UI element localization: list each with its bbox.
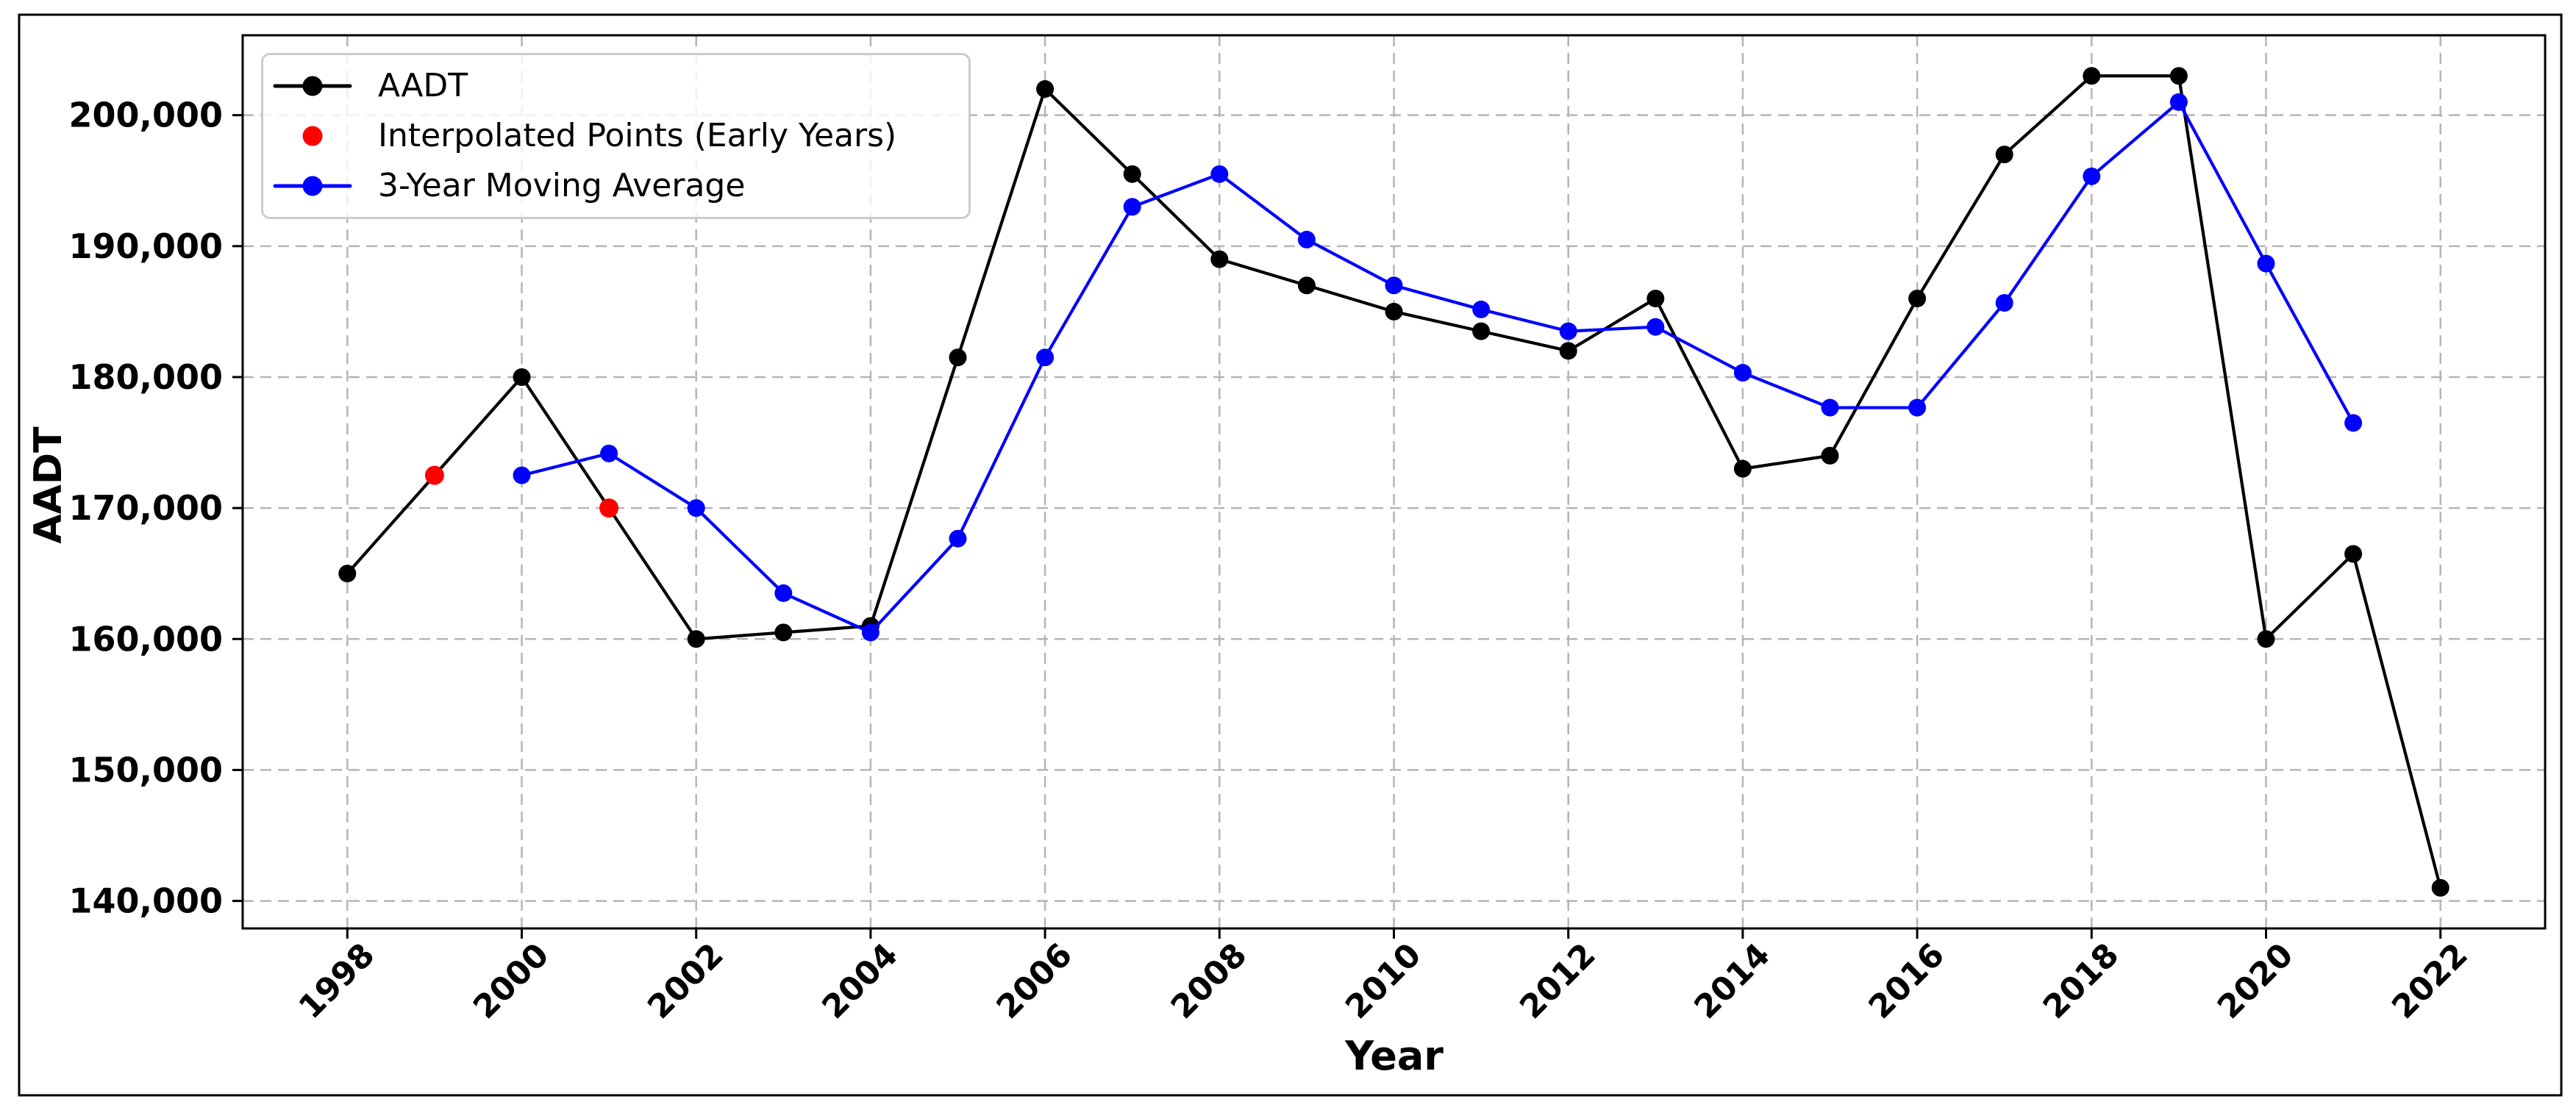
data-point-marker bbox=[1733, 459, 1752, 478]
x-tick-label: 2002 bbox=[641, 936, 731, 1026]
data-point-marker bbox=[1297, 230, 1316, 248]
x-tick-label: 2000 bbox=[466, 936, 557, 1026]
x-tick-label: 1998 bbox=[292, 936, 382, 1026]
data-point-marker bbox=[1385, 302, 1403, 321]
y-tick-label: 160,000 bbox=[68, 619, 223, 659]
data-point-marker bbox=[1297, 276, 1316, 295]
y-tick-label: 180,000 bbox=[68, 357, 223, 397]
data-point-marker bbox=[1821, 446, 1839, 465]
data-point-marker bbox=[1821, 398, 1839, 417]
x-tick-label: 2020 bbox=[2211, 936, 2301, 1026]
x-tick-label: 2006 bbox=[990, 936, 1080, 1026]
data-point-marker bbox=[1559, 322, 1577, 340]
legend-label-moving-average: 3-Year Moving Average bbox=[378, 167, 746, 204]
x-tick-label: 2016 bbox=[1862, 936, 1952, 1026]
legend-line-marker-blue-icon bbox=[273, 176, 352, 196]
series-2-3-year-moving-average bbox=[513, 93, 2363, 642]
data-point-marker bbox=[949, 348, 967, 367]
x-tick-label: 2018 bbox=[2036, 936, 2127, 1026]
gridlines bbox=[243, 35, 2545, 928]
data-point-marker bbox=[1908, 290, 1927, 308]
data-point-marker bbox=[774, 584, 793, 602]
x-tick-label: 2008 bbox=[1164, 936, 1255, 1026]
y-tick-label: 150,000 bbox=[68, 750, 223, 789]
data-point-marker bbox=[2257, 254, 2275, 273]
legend-sample-dot bbox=[302, 126, 323, 146]
data-point-marker bbox=[2083, 67, 2101, 85]
data-point-marker bbox=[599, 498, 619, 518]
data-point-marker bbox=[1123, 198, 1141, 216]
data-point-marker bbox=[1123, 165, 1141, 183]
data-point-marker bbox=[949, 529, 967, 548]
series-line bbox=[520, 100, 2355, 634]
data-point-marker bbox=[2083, 167, 2101, 185]
data-point-marker bbox=[600, 444, 618, 462]
tick-labels: 1998 2000 2002 2004 2006 2008 2010 2012 2014 2016… bbox=[68, 96, 2475, 1026]
data-point-marker bbox=[338, 565, 357, 583]
data-point-marker bbox=[1646, 318, 1665, 336]
tick-marks bbox=[232, 114, 2442, 939]
data-point-marker bbox=[1733, 364, 1752, 382]
legend-label-aadt: AADT bbox=[378, 67, 468, 104]
x-tick-label: 2014 bbox=[1687, 936, 1777, 1026]
data-point-marker bbox=[1995, 294, 2013, 312]
data-point-marker bbox=[2344, 414, 2363, 432]
data-point-marker bbox=[1472, 300, 1491, 318]
x-tick-label: 2012 bbox=[1513, 936, 1603, 1026]
data-point-marker bbox=[774, 623, 793, 642]
x-axis-title: Year bbox=[1345, 1033, 1444, 1079]
legend-sample-dot bbox=[302, 176, 323, 196]
data-point-marker bbox=[1036, 80, 1055, 99]
y-tick-label: 200,000 bbox=[68, 96, 223, 135]
data-point-marker bbox=[513, 368, 531, 386]
data-point-marker bbox=[1210, 250, 1229, 268]
legend: AADT Interpolated Points (Early Years) 3… bbox=[261, 53, 971, 219]
legend-item-interpolated: Interpolated Points (Early Years) bbox=[272, 112, 960, 160]
legend-label-interpolated: Interpolated Points (Early Years) bbox=[378, 117, 897, 154]
data-point-marker bbox=[1210, 165, 1229, 183]
data-point-marker bbox=[2257, 630, 2275, 648]
x-tick-label: 2022 bbox=[2385, 936, 2475, 1026]
data-point-marker bbox=[513, 466, 531, 484]
data-point-marker bbox=[1559, 342, 1577, 360]
x-tick-label: 2004 bbox=[815, 936, 905, 1026]
legend-item-moving-average: 3-Year Moving Average bbox=[272, 162, 960, 210]
legend-marker-red-icon bbox=[302, 126, 323, 146]
data-point-marker bbox=[2169, 93, 2188, 111]
data-point-marker bbox=[2169, 67, 2188, 85]
data-point-marker bbox=[1908, 398, 1927, 417]
series-1-interpolated-points-early-years bbox=[424, 465, 619, 518]
data-point-marker bbox=[687, 630, 705, 648]
data-point-marker bbox=[2344, 545, 2363, 563]
y-tick-label: 190,000 bbox=[68, 226, 223, 266]
y-axis-title: AADT bbox=[26, 426, 71, 544]
data-point-marker bbox=[1646, 290, 1665, 308]
figure-border bbox=[18, 13, 2563, 1097]
data-point-marker bbox=[1385, 276, 1403, 295]
data-point-marker bbox=[1472, 322, 1491, 340]
data-point-marker bbox=[687, 499, 705, 518]
legend-sample-dot bbox=[302, 76, 323, 96]
data-point-marker bbox=[2431, 878, 2450, 897]
data-point-marker bbox=[424, 465, 444, 485]
legend-item-aadt: AADT bbox=[272, 62, 960, 110]
legend-line-marker-black-icon bbox=[273, 76, 352, 96]
y-tick-label: 170,000 bbox=[68, 488, 223, 528]
data-point-marker bbox=[861, 623, 880, 642]
data-point-marker bbox=[1036, 348, 1055, 367]
x-tick-label: 2010 bbox=[1338, 936, 1429, 1026]
y-tick-label: 140,000 bbox=[68, 881, 223, 921]
data-point-marker bbox=[1995, 146, 2013, 164]
